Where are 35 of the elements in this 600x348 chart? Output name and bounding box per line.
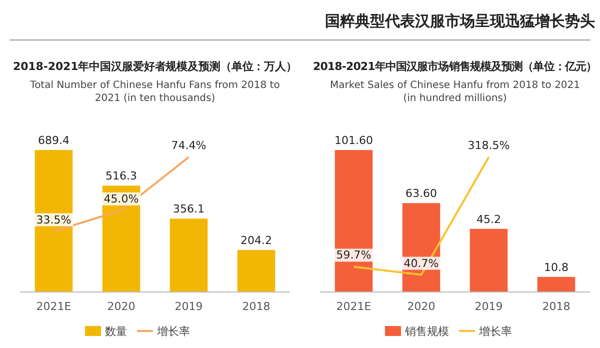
data-label: 318.5% xyxy=(468,139,510,152)
bar xyxy=(470,228,508,292)
data-label: 74.4% xyxy=(171,139,206,152)
data-label: 356.1 xyxy=(173,202,204,216)
data-label: 45.0% xyxy=(104,192,139,206)
bar xyxy=(237,250,276,292)
x-tick-label: 2021E xyxy=(336,300,372,313)
legend-label: 销售规模 xyxy=(404,325,449,338)
x-tick-label: 2021E xyxy=(36,300,72,313)
x-tick-label: 2020 xyxy=(107,300,136,313)
legend-label: 增长率 xyxy=(478,325,512,338)
bar xyxy=(170,218,208,292)
x-tick-label: 2019 xyxy=(474,300,503,313)
bar xyxy=(537,276,576,292)
x-tick-label: 2018 xyxy=(542,300,570,313)
data-label: 689.4 xyxy=(38,134,70,147)
legend-label: 数量 xyxy=(105,325,127,338)
chart-title: 2018-2021年中国汉服爱好者规模及预测（单位：万人） xyxy=(13,60,297,73)
data-label: 33.5% xyxy=(36,213,72,226)
x-tick-label: 2020 xyxy=(407,300,436,313)
text: 国粹典型代表汉服市场呈现迅猛增长势头 xyxy=(325,12,595,30)
chart-subtitle: Market Sales of Chinese Hanfu from 2018 to 2021 (in hundred millions) xyxy=(330,80,580,104)
data-label: 101.60 xyxy=(334,134,373,147)
chart-title: 2018-2021年中国汉服市场销售规模及预测（单位：亿元） xyxy=(313,60,597,73)
x-tick-label: 2018 xyxy=(242,300,270,313)
chart-subtitle: Total Number of Chinese Hanfu Fans from 2018 to 2021 (in ten thousands) xyxy=(29,80,280,104)
x-tick-label: 2019 xyxy=(174,300,203,313)
data-label: 59.7% xyxy=(336,248,372,262)
data-label: 45.2 xyxy=(476,212,501,226)
data-label: 10.8 xyxy=(544,260,568,274)
data-label: 40.7% xyxy=(404,256,439,270)
data-label: 63.60 xyxy=(406,187,437,200)
legend-label: 增长率 xyxy=(156,325,190,338)
data-label: 516.3 xyxy=(106,170,137,183)
data-label: 204.2 xyxy=(240,234,272,247)
